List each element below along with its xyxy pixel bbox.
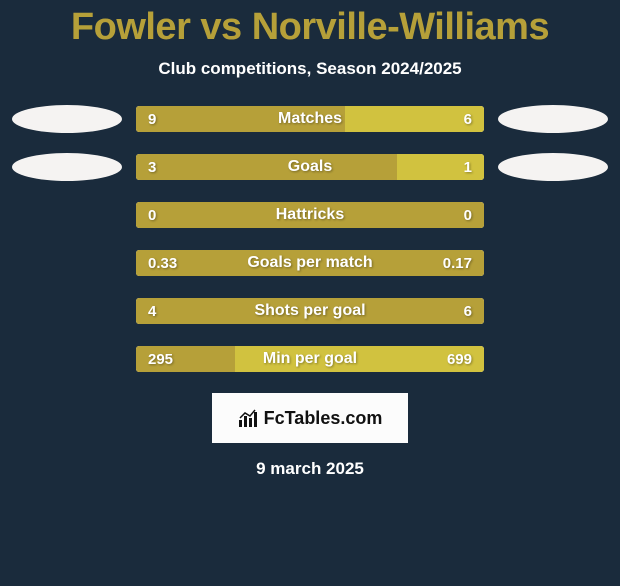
logo-box: FcTables.com [212, 393, 408, 443]
stat-label: Matches [136, 106, 484, 132]
player-right-badge [498, 153, 608, 181]
spacer [12, 345, 122, 373]
spacer [12, 249, 122, 277]
stat-bar: 00Hattricks [136, 202, 484, 228]
stat-row: 00Hattricks [10, 201, 610, 229]
stat-bar: 46Shots per goal [136, 298, 484, 324]
player-right-badge [498, 105, 608, 133]
spacer [498, 297, 608, 325]
stat-bar: 295699Min per goal [136, 346, 484, 372]
comparison-rows: 96Matches 31Goals 00Hattricks 0.330.17Goals… [0, 105, 620, 373]
stat-row: 0.330.17Goals per match [10, 249, 610, 277]
logo-text: FcTables.com [264, 408, 383, 429]
stat-label: Goals per match [136, 250, 484, 276]
stat-row: 31Goals [10, 153, 610, 181]
stat-bar: 96Matches [136, 106, 484, 132]
spacer [498, 249, 608, 277]
stat-label: Shots per goal [136, 298, 484, 324]
stat-row: 96Matches [10, 105, 610, 133]
stat-row: 46Shots per goal [10, 297, 610, 325]
spacer [12, 201, 122, 229]
page-title: Fowler vs Norville-Williams [0, 6, 620, 49]
stat-label: Min per goal [136, 346, 484, 372]
spacer [12, 297, 122, 325]
player-left-badge [12, 105, 122, 133]
stat-label: Goals [136, 154, 484, 180]
stat-bar: 31Goals [136, 154, 484, 180]
stat-bar: 0.330.17Goals per match [136, 250, 484, 276]
spacer [498, 201, 608, 229]
chart-icon [238, 408, 258, 428]
stat-label: Hattricks [136, 202, 484, 228]
subtitle: Club competitions, Season 2024/2025 [0, 59, 620, 79]
player-left-badge [12, 153, 122, 181]
date-text: 9 march 2025 [0, 459, 620, 479]
spacer [498, 345, 608, 373]
stat-row: 295699Min per goal [10, 345, 610, 373]
